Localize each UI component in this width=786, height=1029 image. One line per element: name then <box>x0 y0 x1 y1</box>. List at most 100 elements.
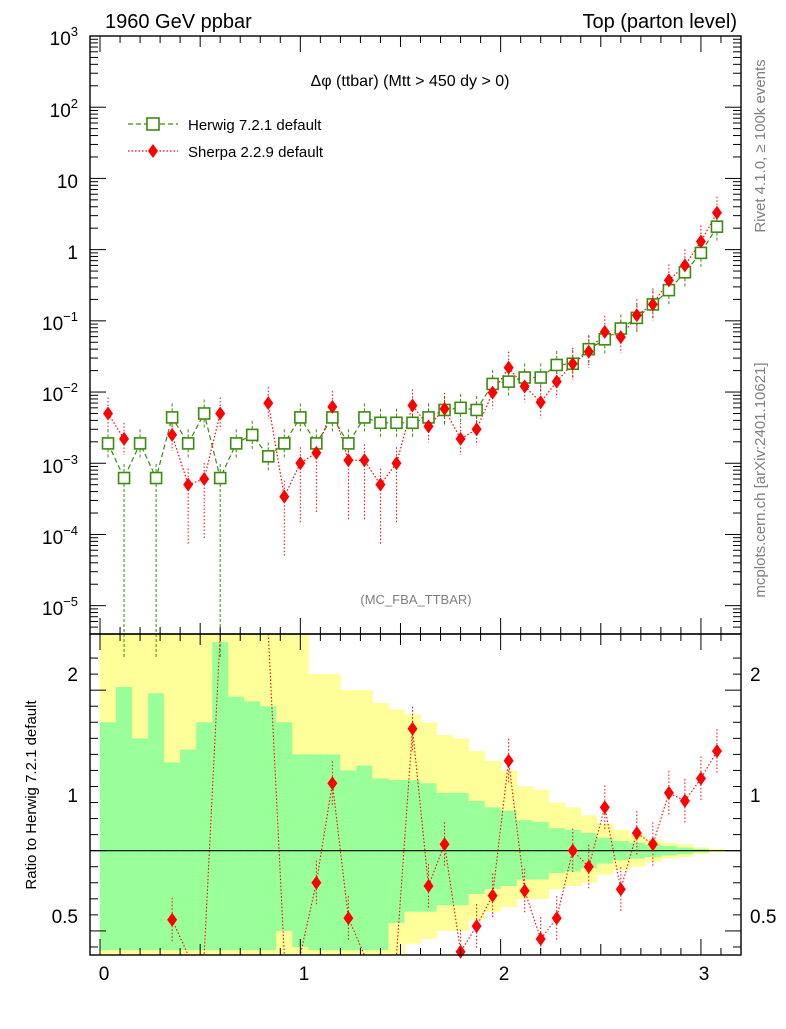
green-band-bin <box>404 780 422 912</box>
sherpa-point <box>679 258 690 273</box>
tick-exponent: −4 <box>63 523 78 538</box>
herwig-point <box>245 428 259 442</box>
herwig-point <box>133 437 147 450</box>
tick-exponent: −5 <box>63 594 78 609</box>
main-tick-label-1em5: 10−5 <box>42 594 78 620</box>
sherpa-ratio-point <box>439 837 450 852</box>
sherpa-point <box>279 489 290 504</box>
herwig-point <box>374 416 387 430</box>
sherpa-point <box>535 395 546 410</box>
sherpa-ratio-point <box>343 911 354 926</box>
sherpa-ratio-point <box>711 744 722 759</box>
herwig-point <box>261 450 275 463</box>
watermark: (MC_FBA_TTBAR) <box>360 592 471 607</box>
sherpa-point <box>647 297 658 312</box>
herwig-point <box>117 471 131 485</box>
sherpa-line <box>107 212 718 499</box>
sherpa-point <box>567 356 578 371</box>
sherpa-point <box>343 453 354 468</box>
sherpa-ratio-point <box>167 912 178 927</box>
sherpa-point <box>487 385 498 400</box>
x-tick-label-1: 1 <box>299 964 310 985</box>
main-tick-label-1em4-text: 10 <box>42 528 63 549</box>
main-tick-label-10: 10 <box>57 172 78 193</box>
sherpa-ratio-point <box>583 859 594 874</box>
sherpa-point <box>663 273 674 288</box>
legend-sherpa-marker <box>148 144 158 158</box>
sherpa-point <box>471 422 482 437</box>
herwig-point <box>550 358 564 372</box>
sherpa-point <box>583 344 594 359</box>
sherpa-point <box>103 406 114 421</box>
herwig-point <box>229 437 243 450</box>
sherpa-point <box>183 477 194 492</box>
sherpa-ratio-point <box>471 919 482 934</box>
sherpa-ratio-point <box>423 878 434 893</box>
green-band-bin <box>420 783 438 912</box>
green-band-bin <box>244 701 261 951</box>
sherpa-point <box>263 396 274 411</box>
herwig-point <box>197 407 211 420</box>
sherpa-ratio-point <box>599 800 610 815</box>
herwig-point <box>294 411 307 424</box>
herwig-line <box>107 226 718 480</box>
sherpa-point <box>503 360 514 375</box>
sherpa-point <box>199 472 210 487</box>
green-band-bin <box>372 778 389 951</box>
green-band-bin <box>388 780 405 923</box>
herwig-point <box>502 375 515 388</box>
herwig-point <box>181 437 195 450</box>
ratio-tick-label-2-left: 2 <box>67 665 78 686</box>
sherpa-point <box>215 406 226 421</box>
green-band-bin <box>164 762 181 951</box>
sherpa-point <box>327 399 338 414</box>
green-band-bin <box>116 686 133 951</box>
green-band-bin <box>276 722 293 931</box>
green-band-bin <box>180 749 197 951</box>
sherpa-ratio-point <box>615 882 626 897</box>
sherpa-point <box>295 456 306 471</box>
y-tick-labels-ratio: 2 1 0.5 2 1 0.5 <box>52 665 777 928</box>
main-tick-label-1e3-text: 10 <box>50 29 71 50</box>
main-tick-label-1em4: 10−4 <box>42 523 78 549</box>
green-band-bin <box>196 722 213 951</box>
sherpa-ratio-point <box>311 875 322 890</box>
main-tick-label-1em3-text: 10 <box>42 457 63 478</box>
sherpa-ratio-point <box>567 843 578 858</box>
sherpa-ratio-point <box>631 826 642 841</box>
sherpa-point <box>599 324 610 339</box>
green-band-bin <box>148 693 165 951</box>
rivet-label: Rivet 4.1.0, ≥ 100k events <box>752 59 769 232</box>
herwig-point <box>694 246 708 260</box>
sherpa-point <box>311 445 322 460</box>
sherpa-ratio-point <box>407 721 418 736</box>
herwig-point <box>342 437 355 450</box>
x-tick-label-0: 0 <box>99 964 110 985</box>
chart-title: Δφ (ttbar) (Mtt > 450 dy > 0) <box>311 73 510 90</box>
x-tick-label-3: 3 <box>699 964 710 985</box>
herwig-point <box>277 437 291 450</box>
sherpa-ratio-point <box>647 837 658 852</box>
herwig-point <box>165 411 179 424</box>
sherpa-point <box>407 398 418 413</box>
tick-exponent: −1 <box>63 309 78 324</box>
ratio-tick-label-1-right: 1 <box>750 786 761 807</box>
ratio-tick-label-05-left: 0.5 <box>52 907 78 928</box>
legend-herwig-label: Herwig 7.2.1 default <box>188 117 322 134</box>
sherpa-point <box>359 453 370 468</box>
green-band-bin <box>356 765 373 951</box>
sherpa-ratio-point <box>695 771 706 786</box>
herwig-point <box>454 401 467 415</box>
x-tick-label-2: 2 <box>499 964 510 985</box>
main-tick-label-1em3: 10−3 <box>42 452 78 478</box>
sherpa-ratio-point <box>663 785 674 800</box>
sherpa-point <box>519 379 530 394</box>
green-band-bin <box>212 642 229 951</box>
ratio-ylabel: Ratio to Herwig 7.2.1 default <box>23 700 40 890</box>
main-tick-label-1e3: 103 <box>50 24 78 50</box>
green-band-bin <box>340 770 357 951</box>
sherpa-point <box>423 419 434 434</box>
sherpa-point <box>439 401 450 416</box>
tick-exponent: 3 <box>71 24 78 39</box>
